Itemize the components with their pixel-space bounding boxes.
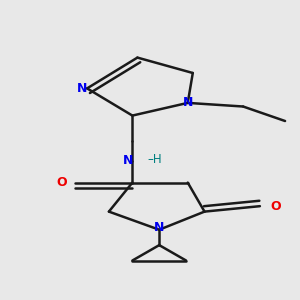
Text: O: O	[270, 200, 281, 213]
Text: N: N	[123, 154, 133, 167]
Text: –H: –H	[148, 153, 162, 166]
Text: N: N	[77, 82, 88, 95]
Text: O: O	[56, 176, 67, 189]
Text: N: N	[154, 221, 164, 234]
Text: N: N	[183, 96, 193, 110]
